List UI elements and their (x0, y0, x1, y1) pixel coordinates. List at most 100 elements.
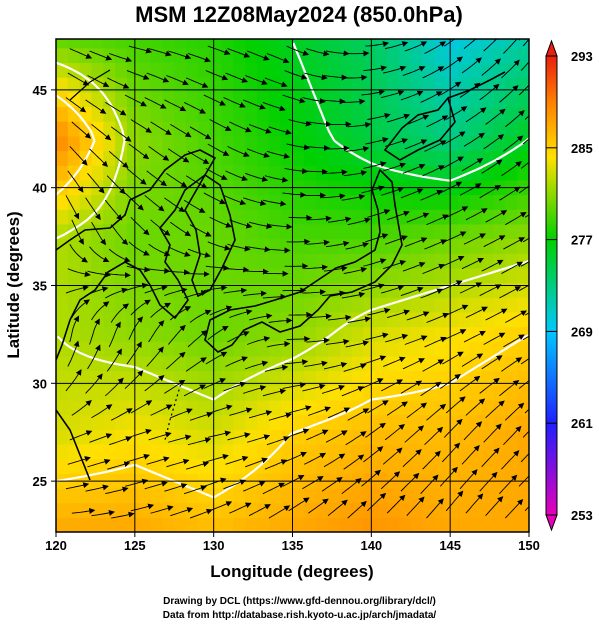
heat-cell (481, 414, 495, 430)
heat-cell (126, 238, 140, 254)
heat-cell (209, 458, 223, 474)
wind-streamline (384, 423, 405, 441)
wind-streamline (268, 317, 293, 324)
wind-streamline (223, 381, 247, 392)
heat-cell (505, 326, 518, 342)
isotherm-contours (56, 42, 529, 499)
heat-cell (387, 341, 400, 357)
heat-cell (327, 91, 341, 108)
heat-cell (339, 150, 353, 166)
heat-cell (481, 253, 495, 269)
heat-cell (280, 150, 294, 166)
wind-streamline (108, 150, 129, 169)
wind-streamline (520, 161, 529, 169)
heat-cell (67, 297, 81, 313)
axis-ticks: 120 125 130 135 140 145 150 25 30 35 40 45 (33, 83, 540, 553)
heat-cell (268, 209, 282, 225)
wind-streamline (85, 286, 109, 297)
heat-cell (126, 135, 140, 152)
heat-cell (434, 443, 447, 460)
heat-cell (363, 370, 376, 386)
heat-cell (103, 106, 116, 122)
heat-cell (387, 62, 400, 78)
heat-cell (233, 106, 246, 122)
heat-cell (56, 399, 69, 416)
heat-cell (363, 487, 376, 504)
heat-cell (316, 502, 329, 518)
wind-streamline (442, 255, 465, 267)
heat-cell (162, 39, 175, 49)
heat-cell (115, 62, 128, 78)
heat-cell (91, 443, 104, 460)
wind-streamline (248, 504, 271, 517)
heat-cell (126, 429, 140, 445)
heat-cell (304, 165, 317, 181)
heat-cell (257, 62, 270, 78)
heat-cell (56, 311, 69, 328)
heat-cell (351, 77, 365, 93)
x-tick-label: 125 (124, 538, 146, 553)
wind-streamline (422, 359, 445, 372)
heat-cell (363, 443, 376, 460)
wind-streamline (109, 436, 133, 446)
heat-cell (316, 47, 329, 64)
wind-streamline (302, 289, 326, 296)
heat-cell (56, 150, 69, 166)
wind-streamline (203, 284, 228, 292)
wind-streamline (443, 418, 463, 438)
wind-streamline (284, 359, 309, 366)
heat-cell (162, 135, 175, 152)
heat-cell (186, 165, 199, 181)
heat-cell (422, 223, 435, 240)
heat-cell (257, 135, 270, 152)
wind-streamline (168, 50, 192, 60)
heat-cell (363, 165, 376, 181)
heat-cell (458, 297, 471, 313)
heat-cell (67, 326, 81, 342)
heat-cell (209, 370, 223, 386)
heat-cell (268, 370, 282, 386)
heat-cell (493, 341, 506, 357)
heat-cell (257, 341, 270, 357)
heat-cell (126, 267, 140, 284)
heat-cell (67, 121, 81, 137)
heat-cell (493, 39, 506, 49)
heat-cell (422, 487, 435, 504)
heat-cell (79, 165, 93, 181)
wind-streamline (89, 433, 113, 443)
heat-cell (410, 47, 424, 64)
heat-cell (138, 39, 152, 49)
heat-cell (446, 341, 459, 357)
heat-cell (268, 502, 282, 518)
heat-cell (56, 77, 69, 93)
heat-cell (505, 209, 518, 225)
heat-cell (481, 487, 495, 504)
heat-cell (162, 502, 175, 518)
wind-streamline (183, 199, 206, 213)
heat-cell (67, 165, 81, 181)
heat-cell (115, 414, 128, 430)
heat-cell (126, 39, 140, 49)
wind-streamline (262, 199, 287, 207)
heat-cell (327, 223, 341, 240)
heat-cell (292, 39, 305, 49)
heat-cell (469, 238, 483, 254)
heat-cell (280, 165, 294, 181)
heat-cell (493, 311, 506, 328)
wind-streamline (422, 263, 446, 275)
heat-cell (387, 135, 400, 152)
heat-cell (67, 517, 81, 532)
heat-cell (363, 267, 376, 284)
heat-cell (316, 399, 329, 416)
heat-cell (103, 209, 116, 225)
heat-cell (387, 355, 400, 372)
heat-cell (351, 39, 365, 49)
wind-streamline (168, 434, 192, 443)
heat-cell (387, 326, 400, 342)
wind-streamline (247, 434, 271, 443)
heat-cell (363, 385, 376, 401)
heat-cell (197, 370, 211, 386)
heat-cell (505, 267, 518, 284)
heat-cell (174, 253, 187, 269)
heat-cell (398, 502, 412, 518)
